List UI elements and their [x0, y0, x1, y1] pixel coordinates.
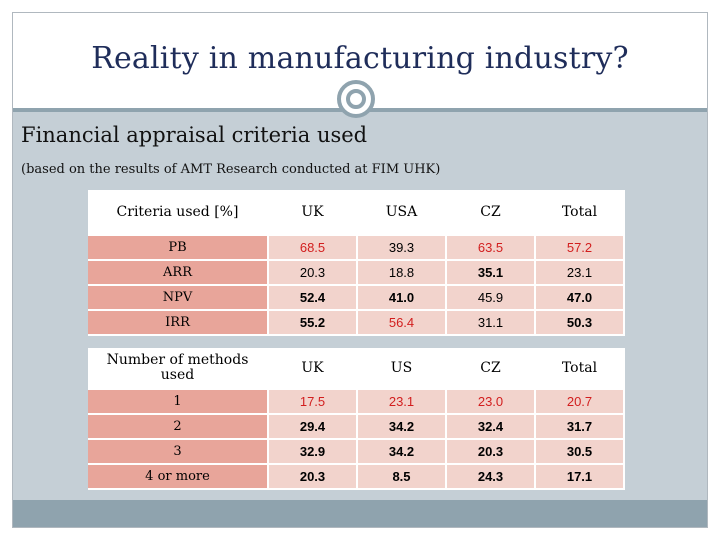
row-label: IRR [88, 310, 269, 336]
table-header-row: Criteria used [%] UK USA CZ Total [88, 190, 625, 236]
table-cell: 32.9 [268, 439, 358, 465]
table-cell: 20.3 [268, 464, 358, 490]
row-label: PB [88, 235, 269, 261]
table-cell: 17.1 [535, 464, 625, 490]
column-header: Total [535, 190, 625, 236]
criteria-table: Criteria used [%] UK USA CZ Total PB 68.… [88, 190, 625, 336]
footer-band [13, 500, 707, 527]
table-cell: 35.1 [446, 260, 536, 286]
table-cell: 20.3 [268, 260, 358, 286]
table-cell: 29.4 [268, 414, 358, 440]
table-cell: 18.8 [357, 260, 447, 286]
row-label: 1 [88, 389, 269, 415]
row-label: 4 or more [88, 464, 269, 490]
column-header: UK [268, 190, 358, 236]
table-cell: 31.1 [446, 310, 536, 336]
table-cell: 34.2 [357, 439, 447, 465]
column-header: USA [357, 190, 447, 236]
table-row: ARR 20.3 18.8 35.1 23.1 [88, 260, 625, 286]
row-label: 2 [88, 414, 269, 440]
table-cell: 56.4 [357, 310, 447, 336]
row-label: NPV [88, 285, 269, 311]
table-cell: 57.2 [535, 235, 625, 261]
column-header: Total [535, 348, 625, 390]
decorative-circle-icon [337, 80, 375, 118]
table-cell: 39.3 [357, 235, 447, 261]
table-row: 4 or more 20.3 8.5 24.3 17.1 [88, 464, 625, 490]
table-cell: 30.5 [535, 439, 625, 465]
table-cell: 20.7 [535, 389, 625, 415]
table-cell: 23.1 [535, 260, 625, 286]
table-cell: 23.0 [446, 389, 536, 415]
table-cell: 45.9 [446, 285, 536, 311]
table-cell: 8.5 [357, 464, 447, 490]
table-cell: 41.0 [357, 285, 447, 311]
table-row: NPV 52.4 41.0 45.9 47.0 [88, 285, 625, 311]
table-row: 3 32.9 34.2 20.3 30.5 [88, 439, 625, 465]
column-header: US [357, 348, 447, 390]
table-row: IRR 55.2 56.4 31.1 50.3 [88, 310, 625, 336]
table-cell: 50.3 [535, 310, 625, 336]
table-cell: 34.2 [357, 414, 447, 440]
column-header: UK [268, 348, 358, 390]
column-header: CZ [446, 190, 536, 236]
column-header: Number of methods used [88, 348, 269, 390]
table-cell: 55.2 [268, 310, 358, 336]
table-row: PB 68.5 39.3 63.5 57.2 [88, 235, 625, 261]
table-cell: 52.4 [268, 285, 358, 311]
table-cell: 32.4 [446, 414, 536, 440]
slide-title: Reality in manufacturing industry? [91, 41, 629, 76]
table-cell: 68.5 [268, 235, 358, 261]
column-header: CZ [446, 348, 536, 390]
section-heading: Financial appraisal criteria used [21, 123, 368, 147]
table-cell: 31.7 [535, 414, 625, 440]
row-label: ARR [88, 260, 269, 286]
table-cell: 20.3 [446, 439, 536, 465]
table-header-row: Number of methods used UK US CZ Total [88, 348, 625, 390]
row-label: 3 [88, 439, 269, 465]
table-cell: 47.0 [535, 285, 625, 311]
table-cell: 23.1 [357, 389, 447, 415]
column-header: Criteria used [%] [88, 190, 269, 236]
table-cell: 17.5 [268, 389, 358, 415]
table-cell: 24.3 [446, 464, 536, 490]
table-row: 1 17.5 23.1 23.0 20.7 [88, 389, 625, 415]
table-row: 2 29.4 34.2 32.4 31.7 [88, 414, 625, 440]
table-cell: 63.5 [446, 235, 536, 261]
source-note: (based on the results of AMT Research co… [21, 162, 441, 177]
methods-count-table: Number of methods used UK US CZ Total 1 … [88, 348, 625, 490]
